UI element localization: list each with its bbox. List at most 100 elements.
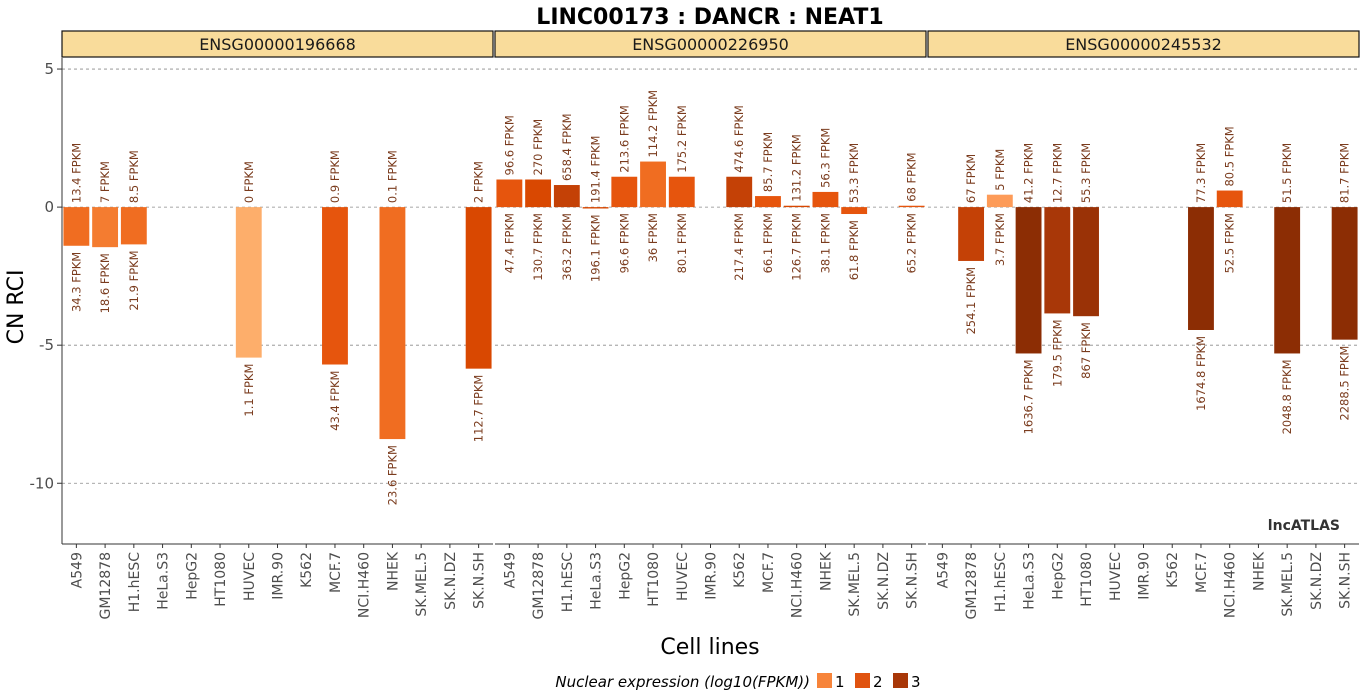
x-tick-label: IMR.90 bbox=[1137, 552, 1153, 600]
x-tick-label: H1.hESC bbox=[560, 552, 576, 612]
bar-label-bottom: 23.6 FPKM bbox=[385, 445, 399, 505]
bar-label-bottom: 126.7 FPKM bbox=[790, 213, 804, 281]
x-tick-label: A549 bbox=[935, 552, 951, 588]
bar-label-bottom: 18.6 FPKM bbox=[98, 253, 112, 313]
bar bbox=[640, 161, 666, 208]
bar bbox=[465, 207, 492, 369]
bar-label-bottom: 2288.5 FPKM bbox=[1338, 346, 1352, 421]
legend-label: 1 bbox=[835, 673, 845, 691]
bar-label-bottom: 43.4 FPKM bbox=[328, 371, 342, 431]
bar-label-top: 67 FPKM bbox=[964, 154, 978, 203]
bar-label-top: 85.7 FPKM bbox=[761, 132, 775, 192]
x-tick-label: NCI.H460 bbox=[1223, 552, 1239, 618]
legend-swatch bbox=[893, 673, 908, 688]
x-tick-label: H1.hESC bbox=[127, 552, 143, 612]
legend-swatch bbox=[817, 673, 832, 688]
bar bbox=[322, 207, 348, 365]
bar bbox=[1015, 207, 1042, 354]
bar-label-bottom: 112.7 FPKM bbox=[472, 375, 486, 443]
x-tick-label: SK.N.DZ bbox=[443, 552, 459, 610]
bar-label-bottom: 52.5 FPKM bbox=[1223, 213, 1237, 273]
bar-label-top: 213.6 FPKM bbox=[617, 105, 631, 173]
legend-label: 3 bbox=[911, 673, 921, 691]
x-tick-label: NHEK bbox=[1251, 551, 1267, 591]
bar-label-bottom: 65.2 FPKM bbox=[905, 213, 919, 273]
facet-strip-label: ENSG00000245532 bbox=[1065, 35, 1222, 54]
bar bbox=[841, 207, 868, 215]
y-tick-label: -5 bbox=[39, 336, 54, 354]
x-tick-label: HeLa.S3 bbox=[1022, 552, 1038, 610]
facet-strip-label: ENSG00000196668 bbox=[199, 35, 356, 54]
bar bbox=[812, 191, 839, 208]
bar-label-bottom: 47.4 FPKM bbox=[502, 213, 516, 273]
bar bbox=[1216, 190, 1243, 208]
bar-label-bottom: 130.7 FPKM bbox=[531, 213, 545, 281]
legend-title: Nuclear expression (log10(FPKM)) bbox=[555, 673, 810, 691]
bar bbox=[898, 205, 925, 208]
bar-label-bottom: 34.3 FPKM bbox=[69, 252, 83, 312]
x-tick-label: SK.MEL.5 bbox=[414, 552, 430, 617]
bar bbox=[611, 176, 638, 208]
facet-panel: ENSG00000226950 A549 GM12878 H1.hESC HeLa.S3… bbox=[494, 30, 927, 619]
bar-label-top: 13.4 FPKM bbox=[69, 143, 83, 203]
x-tick-label: K562 bbox=[732, 552, 748, 588]
x-tick-label: IMR.90 bbox=[704, 552, 720, 600]
bar-label-bottom: 254.1 FPKM bbox=[964, 267, 978, 335]
bar bbox=[553, 185, 580, 208]
y-tick-label: 0 bbox=[44, 198, 54, 216]
bar bbox=[986, 194, 1013, 208]
facet-strip-label: ENSG00000226950 bbox=[632, 35, 789, 54]
x-tick-label: A549 bbox=[502, 552, 518, 588]
x-tick-label: HT1080 bbox=[1079, 552, 1095, 607]
facet-strip bbox=[927, 30, 1360, 58]
legend: Nuclear expression (log10(FPKM)) 1 2 3 bbox=[555, 673, 921, 691]
y-tick-label: -10 bbox=[30, 474, 55, 492]
chart-title: LINC00173 : DANCR : NEAT1 bbox=[536, 5, 883, 30]
y-tick-label: 5 bbox=[44, 60, 54, 78]
x-tick-label: MCF.7 bbox=[1194, 552, 1210, 593]
bar-label-top: 0 FPKM bbox=[242, 161, 256, 203]
bar-label-top: 56.3 FPKM bbox=[818, 128, 832, 188]
x-tick-label: SK.N.SH bbox=[1338, 552, 1354, 609]
bar bbox=[496, 179, 523, 208]
bar-label-top: 191.4 FPKM bbox=[589, 136, 603, 204]
x-tick-label: HeLa.S3 bbox=[156, 552, 172, 610]
x-tick-label: SK.N.DZ bbox=[876, 552, 892, 610]
x-tick-label: H1.hESC bbox=[993, 552, 1009, 612]
x-tick-label: SK.N.SH bbox=[472, 552, 488, 609]
bar-label-bottom: 1674.8 FPKM bbox=[1194, 336, 1208, 411]
bar bbox=[120, 207, 147, 245]
bar bbox=[1274, 207, 1301, 354]
bar-label-top: 175.2 FPKM bbox=[675, 105, 689, 173]
bar-label-top: 658.4 FPKM bbox=[560, 113, 574, 181]
x-tick-label: SK.MEL.5 bbox=[847, 552, 863, 617]
x-tick-label: MCF.7 bbox=[328, 552, 344, 593]
bar bbox=[1073, 207, 1099, 317]
x-tick-label: HUVEC bbox=[675, 552, 691, 601]
x-tick-label: NHEK bbox=[385, 551, 401, 591]
bar bbox=[755, 196, 781, 208]
x-tick-label: HepG2 bbox=[617, 552, 633, 600]
bar-label-bottom: 2048.8 FPKM bbox=[1280, 359, 1294, 434]
bar-label-top: 81.7 FPKM bbox=[1338, 143, 1352, 203]
bar bbox=[525, 179, 552, 208]
legend-swatch bbox=[855, 673, 870, 688]
bar-label-bottom: 21.9 FPKM bbox=[127, 250, 141, 310]
x-tick-label: HeLa.S3 bbox=[589, 552, 605, 610]
bar-label-top: 7 FPKM bbox=[98, 161, 112, 203]
x-tick-label: HT1080 bbox=[646, 552, 662, 607]
x-tick-label: NHEK bbox=[818, 551, 834, 591]
x-tick-label: GM12878 bbox=[964, 552, 980, 619]
bar-label-top: 270 FPKM bbox=[531, 119, 545, 176]
bar-label-top: 5 FPKM bbox=[993, 149, 1007, 191]
bar bbox=[726, 176, 753, 208]
bar-label-bottom: 867 FPKM bbox=[1079, 322, 1093, 379]
x-axis-title: Cell lines bbox=[660, 635, 759, 660]
panels: ENSG00000196668 A549 GM12878 H1.hESC HeLa.S3… bbox=[61, 30, 1360, 619]
bar-label-bottom: 217.4 FPKM bbox=[732, 213, 746, 281]
y-axis: 5 0 -5 -10 bbox=[30, 58, 63, 544]
bar-label-bottom: 196.1 FPKM bbox=[589, 214, 603, 282]
facet-panel: ENSG00000245532 A549 GM12878 H1.hESC HeLa.S3… bbox=[927, 30, 1360, 619]
bar bbox=[958, 207, 985, 261]
facet-strip bbox=[494, 30, 927, 58]
